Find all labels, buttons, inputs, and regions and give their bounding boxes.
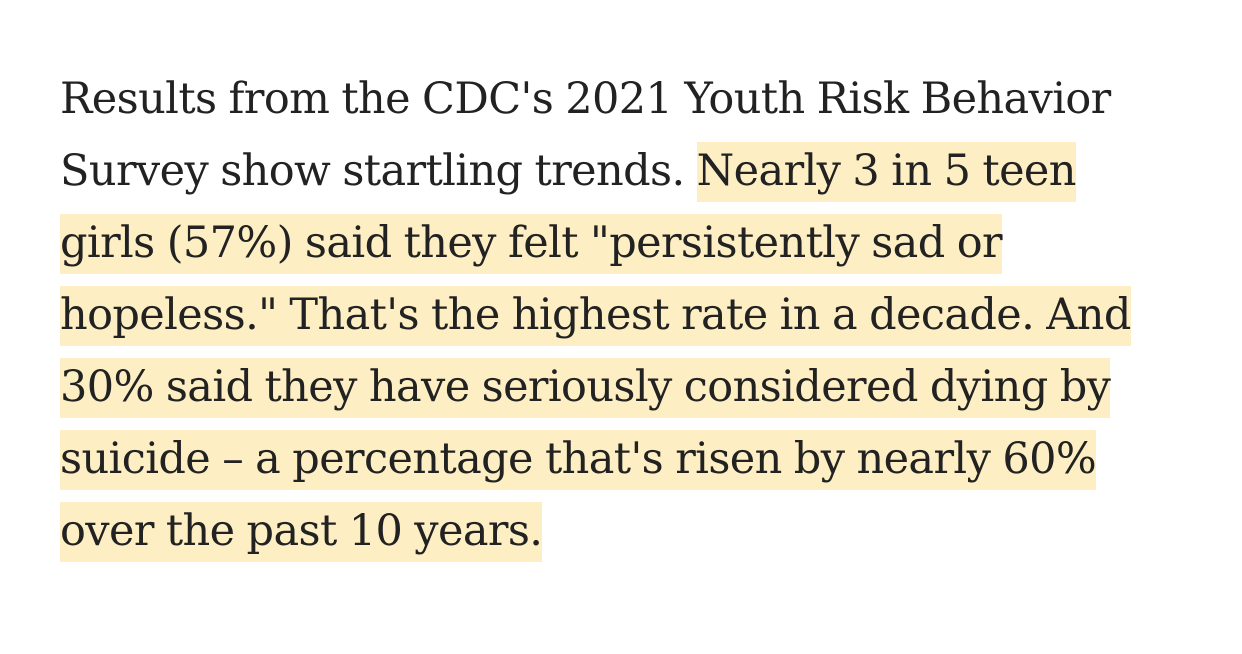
highlighted-text: suicide – a percentage that's risen by n… [60, 430, 1097, 490]
paragraph-line-5: 30% said they have seriously considered … [60, 351, 1200, 423]
line-text: Results from the CDC's 2021 Youth Risk B… [60, 74, 1111, 124]
highlighted-text: over the past 10 years. [60, 502, 543, 562]
paragraph-line-4: hopeless." That's the highest rate in a … [60, 279, 1200, 351]
highlighted-text: Nearly 3 in 5 teen [696, 142, 1076, 202]
article-paragraph: Results from the CDC's 2021 Youth Risk B… [60, 63, 1200, 567]
paragraph-line-2: Survey show startling trends. Nearly 3 i… [60, 135, 1200, 207]
line-text: Survey show startling trends. [60, 146, 697, 196]
paragraph-line-3: girls (57%) said they felt "persistently… [60, 207, 1200, 279]
paragraph-line-7: over the past 10 years. [60, 495, 1200, 567]
highlighted-text: 30% said they have seriously considered … [60, 358, 1111, 418]
paragraph-line-1: Results from the CDC's 2021 Youth Risk B… [60, 63, 1200, 135]
highlighted-text: hopeless." That's the highest rate in a … [60, 286, 1131, 346]
paragraph-line-6: suicide – a percentage that's risen by n… [60, 423, 1200, 495]
highlighted-text: girls (57%) said they felt "persistently… [60, 214, 1003, 274]
